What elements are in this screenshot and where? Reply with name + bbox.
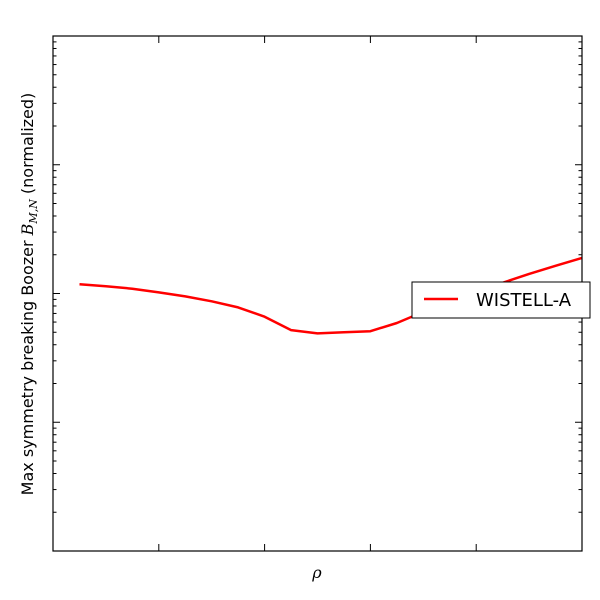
y-axis-label-subscript: M,N xyxy=(27,199,40,225)
legend-label: WISTELL-A xyxy=(476,290,572,311)
y-axis-label-prefix: Max symmetry breaking Boozer xyxy=(18,235,37,495)
y-axis-label: Max symmetry breaking Boozer BM,N (norma… xyxy=(18,93,40,496)
legend: WISTELL-A xyxy=(411,281,591,319)
y-axis-label-suffix: (normalized) xyxy=(18,93,37,199)
y-axis-label-symbol: B xyxy=(18,223,37,236)
x-axis-label: ρ xyxy=(311,563,322,582)
